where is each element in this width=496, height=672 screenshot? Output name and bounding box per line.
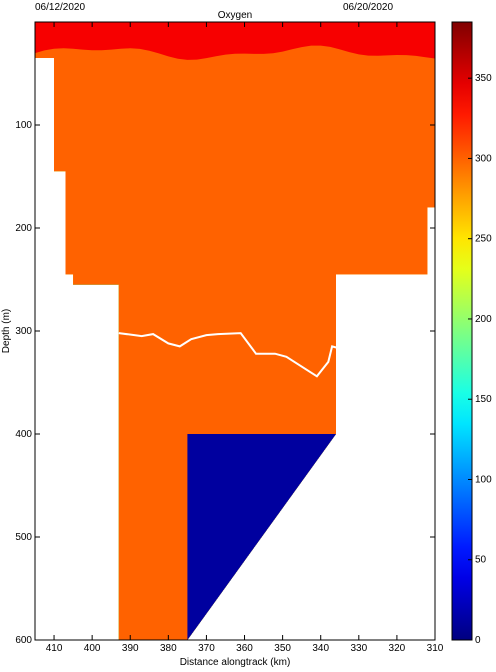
colorbar-tick-label-150: 150 [475,394,492,405]
date-label-left: 06/12/2020 [35,2,85,13]
colorbar-ticks: 0 50 100 150 200 250 300 350 [468,73,492,646]
plot-area: 410 400 390 380 370 360 350 340 330 320 310 100 200… [15,21,444,654]
x-tick-label-360: 360 [236,643,253,654]
colorbar-tick-label-200: 200 [475,314,492,325]
colorbar-tick-label-250: 250 [475,234,492,245]
x-tick-label-390: 390 [122,643,139,654]
colorbar-tick-label-300: 300 [475,153,492,164]
oxygen-field [35,22,435,640]
y-axis-ticks: 100 200 300 400 500 600 [15,120,435,646]
y-tick-label-200: 200 [15,223,32,234]
colorbar: 0 50 100 150 200 250 300 350 [451,21,492,646]
x-tick-label-310: 310 [427,643,444,654]
colorbar-tick-label-100: 100 [475,474,492,485]
colorbar-tick-label-50: 50 [475,555,487,566]
x-axis-label: Distance alongtrack (km) [180,657,291,668]
date-label-right: 06/20/2020 [343,2,393,13]
x-tick-label-370: 370 [198,643,215,654]
x-axis-ticks: 410 400 390 380 370 360 350 340 330 320 310 [46,22,444,654]
x-tick-label-320: 320 [389,643,406,654]
x-tick-label-380: 380 [160,643,177,654]
x-tick-label-410: 410 [46,643,63,654]
x-tick-label-400: 400 [84,643,101,654]
low-oxygen-wedge [187,434,340,640]
x-tick-label-330: 330 [350,643,367,654]
y-axis-label: Depth (m) [1,309,12,353]
x-tick-label-350: 350 [274,643,291,654]
colorbar-ramp [451,21,473,641]
y-tick-label-600: 600 [15,635,32,646]
y-tick-label-100: 100 [15,120,32,131]
section-marks [118,332,341,378]
chart-title: Oxygen [218,10,252,21]
y-tick-label-400: 400 [15,429,32,440]
x-tick-label-340: 340 [312,643,329,654]
y-tick-label-300: 300 [15,326,32,337]
colorbar-tick-label-350: 350 [475,73,492,84]
y-tick-label-500: 500 [15,532,32,543]
colorbar-tick-label-0: 0 [475,635,481,646]
highlight-contour-line [118,332,341,378]
